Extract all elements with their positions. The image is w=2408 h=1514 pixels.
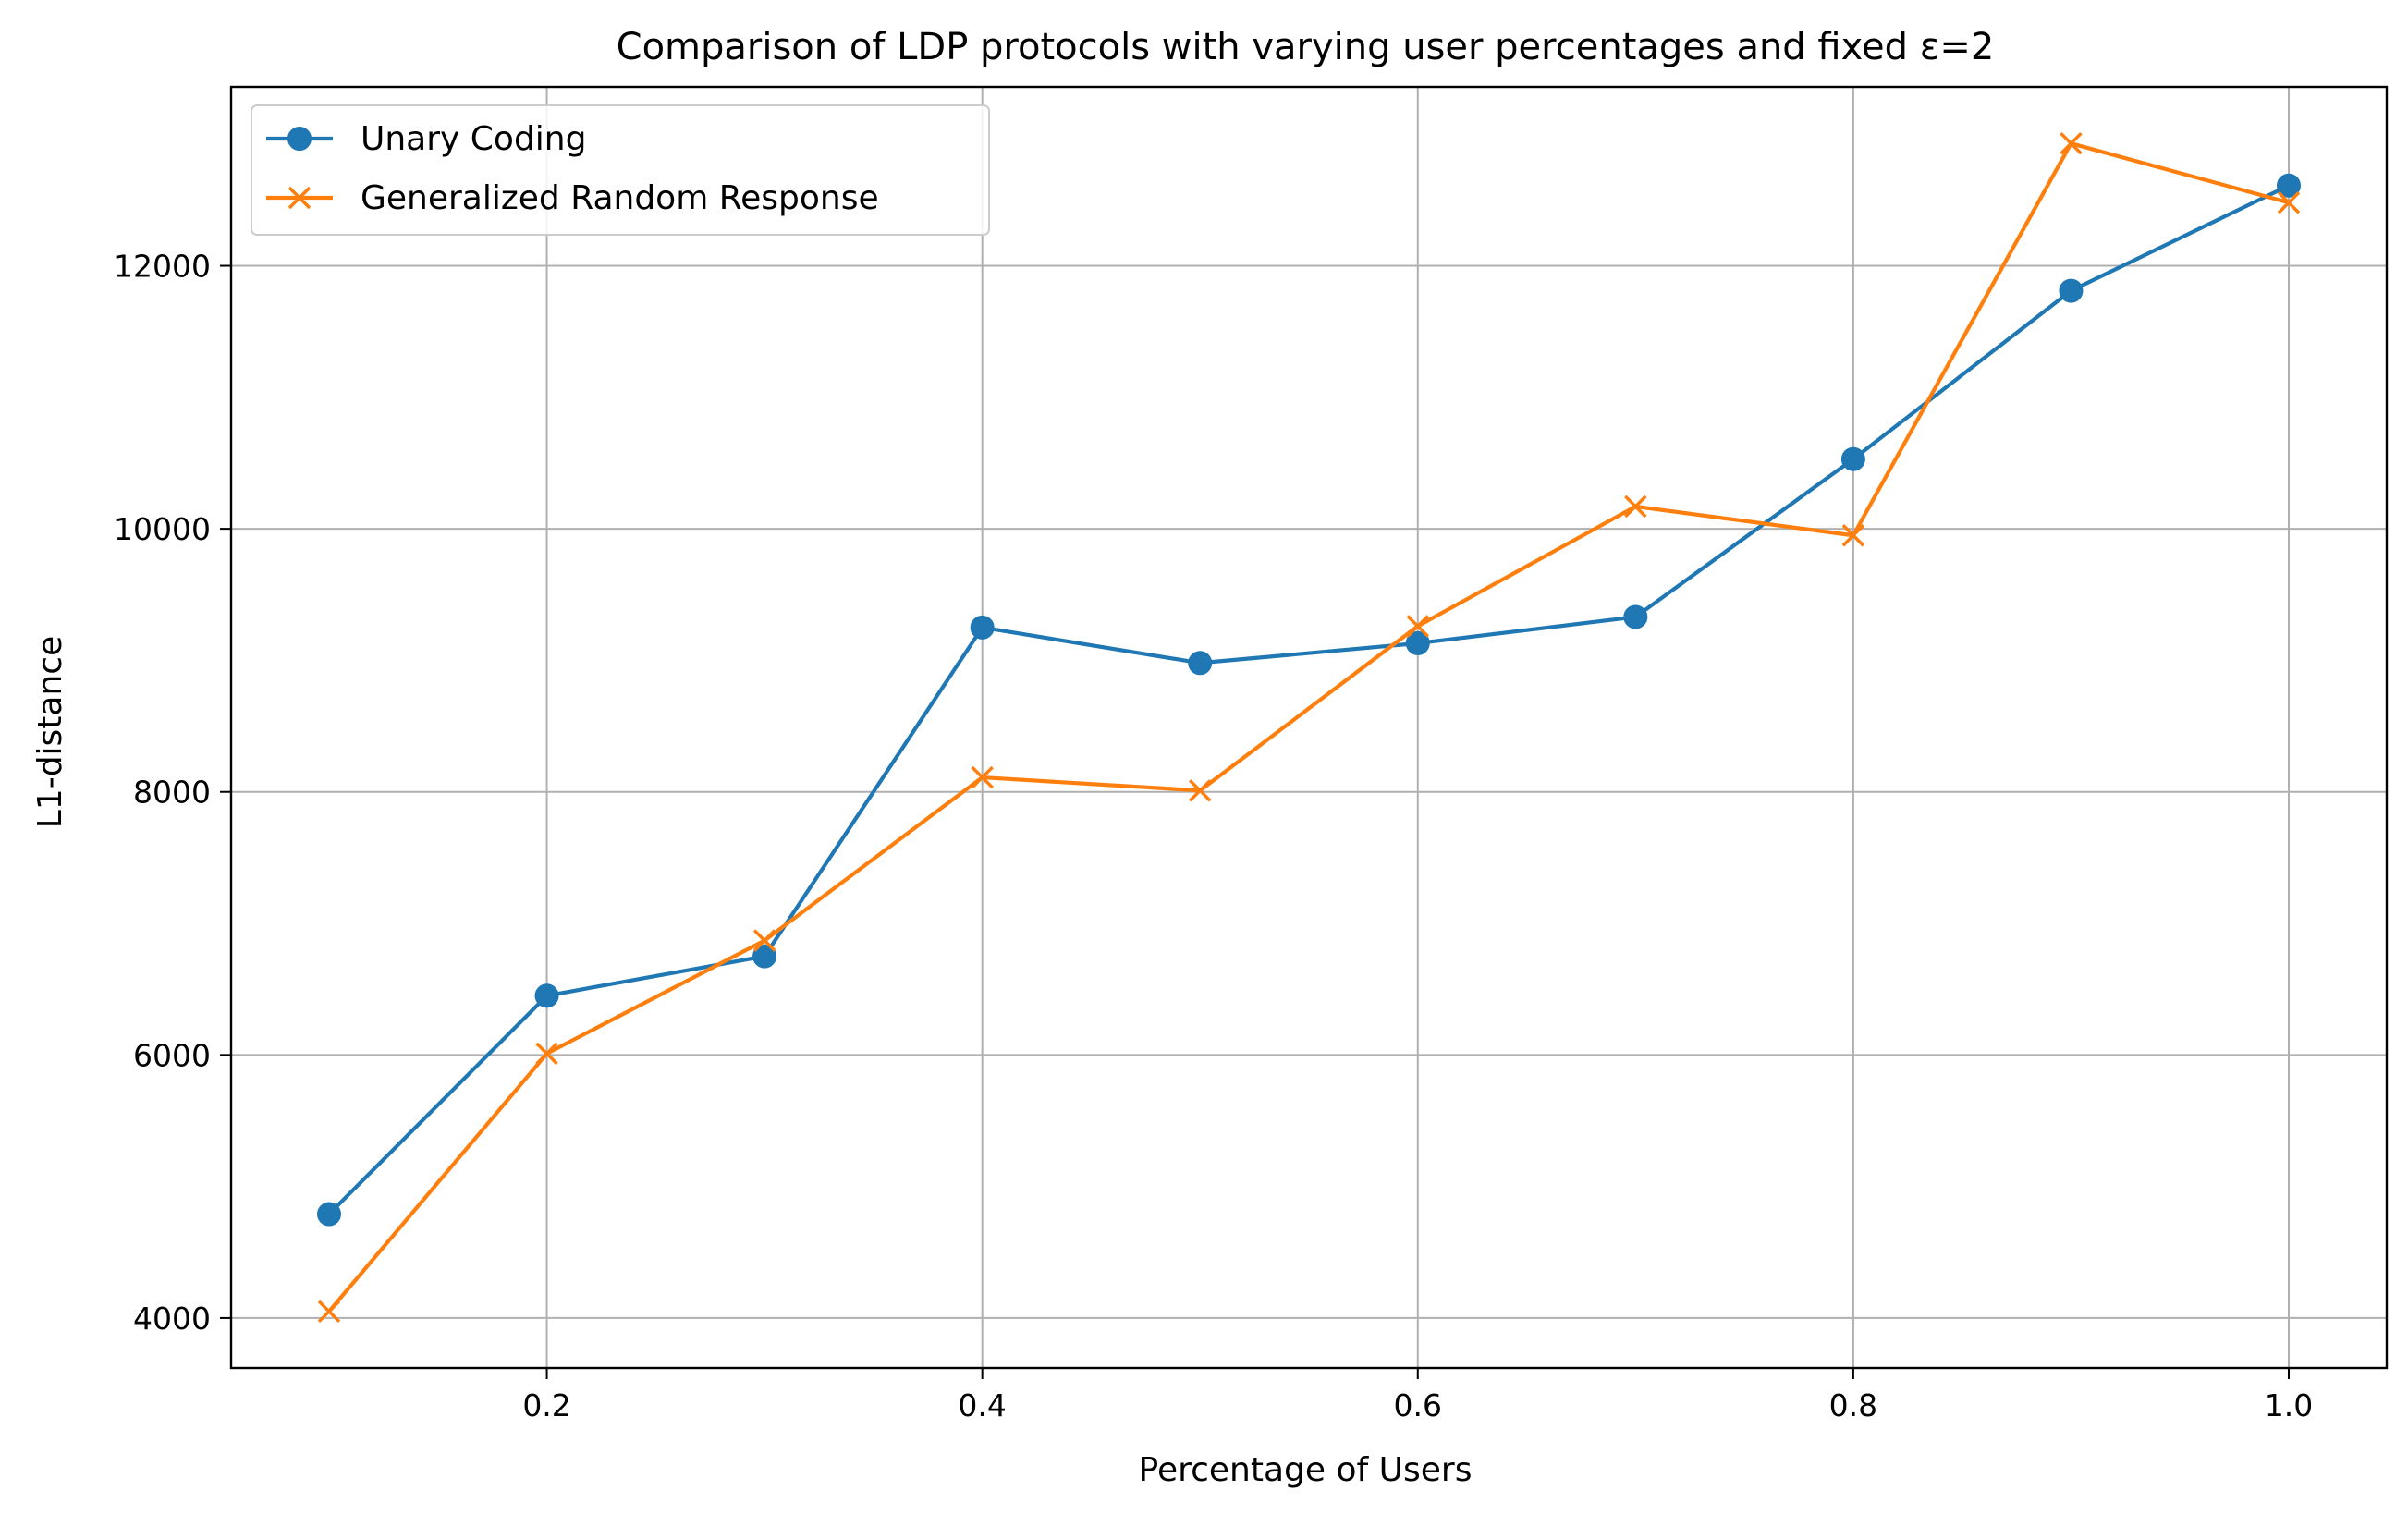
data-point [752, 929, 776, 952]
series-lines [317, 131, 2301, 1324]
data-point [1405, 630, 1430, 655]
x-tick-label: 0.8 [1829, 1387, 1877, 1423]
y-tick-label: 8000 [133, 775, 211, 811]
legend-item: Unary Coding [266, 120, 586, 158]
data-point [1623, 604, 1648, 629]
data-point [317, 1202, 341, 1227]
data-point [1624, 494, 1647, 519]
legend-label: Generalized Random Response [361, 179, 879, 217]
data-point [535, 1042, 558, 1066]
chart-title: Comparison of LDP protocols with varying… [617, 26, 1995, 68]
data-point [2277, 190, 2301, 214]
legend-item: Generalized Random Response [266, 179, 879, 217]
x-tick-label: 0.2 [522, 1387, 570, 1423]
legend-swatch-marker [287, 127, 312, 151]
legend-label: Unary Coding [361, 120, 586, 158]
x-tick-label: 0.4 [958, 1387, 1006, 1423]
data-point [1841, 524, 1865, 547]
y-tick-label: 4000 [133, 1300, 211, 1337]
data-point [1840, 446, 1865, 471]
data-point [317, 1300, 341, 1324]
series-1 [317, 173, 2301, 1227]
y-tick-label: 6000 [133, 1037, 211, 1073]
data-point [1188, 651, 1213, 676]
data-point [2059, 278, 2084, 303]
data-point [534, 983, 559, 1008]
axis-ticks: 0.2 0.4 0.6 0.8 1.0 4000 6000 8000 10000 12000 [114, 249, 2313, 1423]
data-point [970, 615, 995, 640]
legend: Unary Coding Generalized Random Response [251, 104, 990, 236]
x-tick-label: 1.0 [2265, 1387, 2313, 1423]
y-tick-label: 10000 [114, 511, 211, 547]
data-point [1188, 779, 1212, 802]
legend-box [251, 104, 990, 236]
y-axis-title: L1-distance [31, 636, 69, 829]
gridlines [231, 87, 2387, 1368]
data-point [752, 944, 777, 969]
data-point [2277, 173, 2301, 198]
series-2 [317, 131, 2301, 1324]
data-point [971, 765, 994, 789]
x-axis-title: Percentage of Users [1139, 1451, 1473, 1489]
series-line [327, 183, 2290, 1215]
series-line [327, 141, 2290, 1313]
data-point [1406, 615, 1430, 638]
plot-area-frame [229, 85, 2389, 1370]
legend-swatch-marker [287, 186, 312, 210]
y-tick-label: 12000 [114, 249, 211, 285]
x-tick-label: 0.6 [1394, 1387, 1442, 1423]
data-point [2060, 131, 2083, 155]
